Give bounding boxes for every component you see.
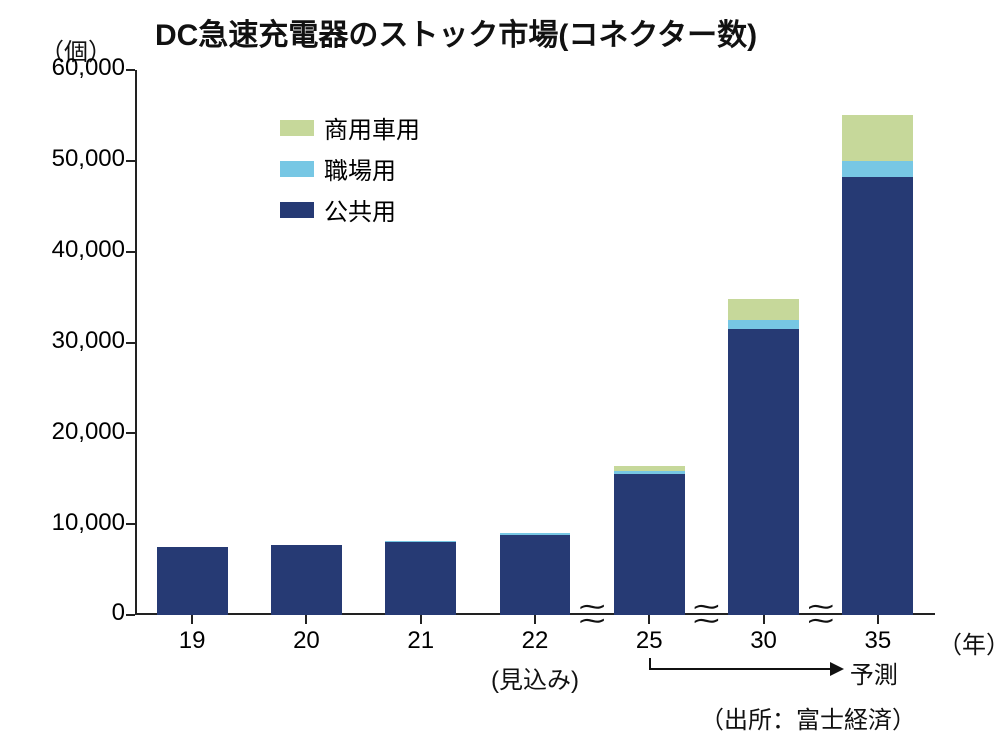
- bar-seg-commercial: [614, 466, 685, 471]
- bar-seg-public: [157, 547, 228, 615]
- chart-container: DC急速充電器のストック市場(コネクター数) （個） 商用車用職場用公共用 01…: [0, 0, 1000, 750]
- x-tick: [648, 615, 650, 624]
- y-tick-label: 60,000: [5, 54, 125, 82]
- bar-seg-public: [842, 177, 913, 615]
- x-tick-label: 20: [293, 627, 320, 655]
- bar-seg-commercial: [728, 299, 799, 320]
- x-tick: [534, 615, 536, 624]
- bar-25: [614, 466, 685, 615]
- x-tick: [420, 615, 422, 624]
- bar-seg-workplace: [842, 161, 913, 177]
- bar-22: [500, 533, 571, 615]
- bar-seg-public: [385, 542, 456, 615]
- y-tick: [126, 160, 135, 162]
- x-tick-label: 21: [407, 627, 434, 655]
- chart-source: （出所：富士経済）: [700, 700, 916, 735]
- x-tick-label: 22: [522, 627, 549, 655]
- y-tick: [126, 523, 135, 525]
- x-tick: [191, 615, 193, 624]
- x-axis-unit: （年）: [938, 625, 1000, 660]
- bar-seg-workplace: [385, 541, 456, 542]
- forecast-line-vert: [649, 658, 651, 670]
- x-tick: [877, 615, 879, 624]
- bar-seg-commercial: [842, 115, 913, 160]
- y-tick: [126, 432, 135, 434]
- y-tick: [126, 342, 135, 344]
- y-tick: [126, 251, 135, 253]
- bar-20: [271, 545, 342, 615]
- x-tick: [305, 615, 307, 624]
- bar-30: [728, 299, 799, 615]
- bar-seg-public: [728, 329, 799, 615]
- bar-seg-workplace: [728, 320, 799, 329]
- x-tick: [763, 615, 765, 624]
- forecast-line: [649, 668, 830, 670]
- x-tick-label: 25: [636, 627, 663, 655]
- y-tick-label: 50,000: [5, 145, 125, 173]
- x-tick-label: 19: [179, 627, 206, 655]
- y-tick-label: 30,000: [5, 327, 125, 355]
- y-tick-label: 20,000: [5, 418, 125, 446]
- bar-seg-public: [500, 535, 571, 615]
- x-tick-label: 35: [864, 627, 891, 655]
- y-tick-label: 40,000: [5, 236, 125, 264]
- plot-area: 010,00020,00030,00040,00050,00060,000192…: [135, 70, 935, 615]
- axis-break-icon: ⁓⁓: [693, 599, 719, 628]
- axis-break-icon: ⁓⁓: [579, 599, 605, 628]
- forecast-label: 予測: [850, 655, 898, 690]
- bar-35: [842, 115, 913, 615]
- y-tick-label: 0: [5, 599, 125, 627]
- y-tick-label: 10,000: [5, 509, 125, 537]
- bar-21: [385, 541, 456, 615]
- x-axis-note-22: (見込み): [491, 660, 579, 695]
- bar-seg-public: [614, 474, 685, 615]
- y-tick: [126, 69, 135, 71]
- x-tick-label: 30: [750, 627, 777, 655]
- chart-title: DC急速充電器のストック市場(コネクター数): [155, 10, 757, 54]
- forecast-arrow-icon: [830, 662, 844, 676]
- bar-seg-workplace: [500, 533, 571, 535]
- bar-seg-workplace: [614, 471, 685, 475]
- axis-break-icon: ⁓⁓: [808, 599, 834, 628]
- bar-seg-public: [271, 545, 342, 615]
- bar-19: [157, 547, 228, 615]
- y-tick: [126, 614, 135, 616]
- y-axis-line: [135, 70, 137, 615]
